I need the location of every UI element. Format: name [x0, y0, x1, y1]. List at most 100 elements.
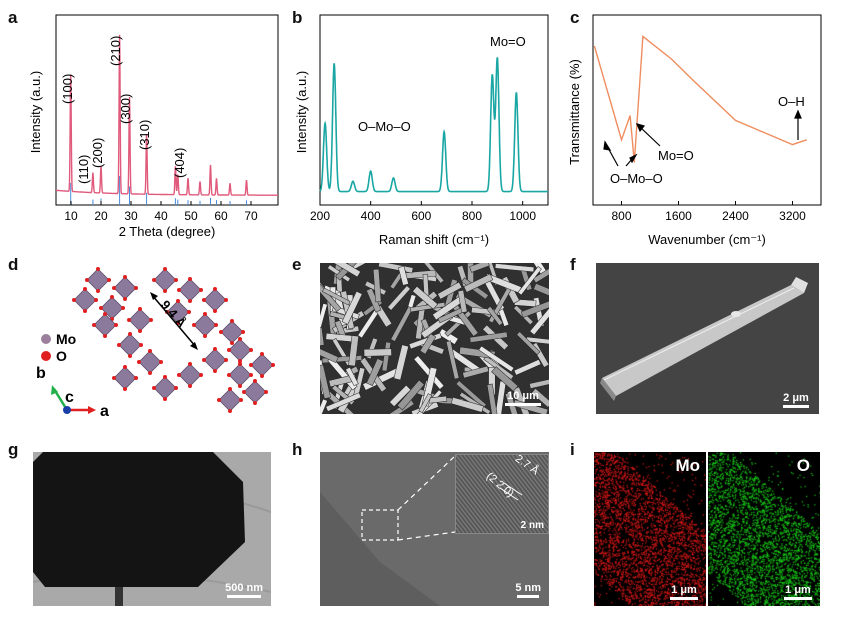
lattice-fringe — [535, 455, 548, 472]
x-tick-label: 2400 — [722, 209, 749, 223]
lattice-fringe — [456, 500, 481, 533]
rod — [378, 263, 414, 274]
scale-label-h: 5 nm — [515, 582, 541, 594]
rod — [320, 303, 328, 332]
rod — [366, 358, 384, 386]
annotation-mo-o: Mo=O — [658, 148, 694, 163]
hrtem-image: 2.7 Å (2 2 0) 2 nm 5 nm — [320, 452, 549, 606]
o-atom — [139, 343, 143, 347]
o-atom — [271, 363, 275, 367]
o-atom — [253, 379, 257, 383]
o-atom — [174, 386, 178, 390]
lattice-fringe — [483, 455, 545, 533]
o-atom — [177, 288, 181, 292]
annotation-o-mo-o: O–Mo–O — [358, 119, 411, 134]
o-atom — [134, 376, 138, 380]
o-atom — [94, 298, 98, 302]
lattice-fringe — [531, 455, 548, 478]
x-tick-label: 200 — [310, 209, 330, 223]
rod — [320, 398, 328, 414]
o-atom — [121, 306, 125, 310]
o-atom — [202, 298, 206, 302]
x-tick-label: 400 — [361, 209, 381, 223]
x-axis-label: Wavenumber (cm⁻¹) — [648, 232, 766, 247]
mo-octahedron — [228, 363, 252, 387]
lattice-fringe — [507, 455, 548, 509]
rod — [455, 380, 487, 409]
o-atom — [213, 287, 217, 291]
scale-bar-g: 500 nm — [225, 582, 263, 598]
legend-o: O — [56, 348, 67, 364]
o-atom — [114, 323, 118, 327]
lattice-fringe — [456, 516, 469, 533]
lattice-fringe — [503, 455, 548, 514]
rod — [462, 365, 490, 379]
rod — [517, 266, 542, 296]
o-atom — [163, 289, 167, 293]
x-tick-label: 800 — [611, 209, 631, 223]
raman-spectrum-line — [319, 57, 548, 193]
mo-octahedron — [118, 333, 142, 357]
o-atom — [112, 286, 116, 290]
o-atom — [148, 349, 152, 353]
o-atom — [249, 373, 253, 377]
o-atom — [199, 288, 203, 292]
lattice-fringe — [491, 455, 548, 530]
o-atom — [117, 343, 121, 347]
o-atom — [199, 373, 203, 377]
eds-map-mo: Mo 1 μm — [594, 452, 706, 606]
y-axis-label: Transmittance (%) — [567, 59, 582, 165]
lattice-fringe — [456, 510, 473, 533]
rod — [325, 392, 362, 412]
o-atom — [188, 299, 192, 303]
lattice-fringe — [487, 455, 548, 533]
rod — [396, 379, 425, 411]
o-atom — [96, 267, 100, 271]
scale-bar-i-mo: 1 μm — [670, 584, 698, 600]
scale-label-i1: 1 μm — [671, 584, 697, 596]
o-atom — [238, 359, 242, 363]
o-atom — [238, 384, 242, 388]
inset-scale-label: 2 nm — [520, 520, 544, 531]
peak-label-210: (210) — [108, 36, 123, 66]
panel-label-h: h — [292, 440, 303, 459]
lattice-fringe — [519, 455, 548, 493]
o-atom — [103, 334, 107, 338]
mo-octahedron — [153, 376, 177, 400]
lattice-fringe — [499, 455, 548, 519]
o-atom — [213, 347, 217, 351]
lattice-fringe — [511, 455, 548, 504]
o-atom — [202, 358, 206, 362]
reference-lines — [70, 175, 247, 205]
x-tick-label: 3200 — [779, 209, 806, 223]
xrd-pattern-line — [56, 34, 278, 196]
rod — [486, 383, 499, 414]
peak-label-310: (310) — [137, 120, 152, 150]
mo-octahedron — [218, 388, 242, 412]
peak-label-110: (110) — [76, 155, 91, 184]
o-atom — [203, 312, 207, 316]
rod — [531, 388, 549, 408]
o-atom — [159, 360, 163, 364]
crystal-structure: 9.4 Å Mo O b c a — [36, 267, 275, 420]
o-atom — [249, 363, 253, 367]
lattice-fringe — [475, 455, 537, 533]
rod — [320, 346, 339, 364]
x-tick-label: 600 — [411, 209, 431, 223]
o-atom — [188, 277, 192, 281]
x-ticks: 10 20 30 40 50 60 70 — [64, 201, 258, 223]
lattice-fringe — [456, 474, 501, 533]
mo-octahedron — [86, 268, 110, 292]
axis-b: b — [36, 365, 46, 382]
o-atom — [224, 298, 228, 302]
x-tick-label: 40 — [154, 209, 168, 223]
o-atom — [238, 362, 242, 366]
x-tick-label: 20 — [94, 209, 108, 223]
rod — [390, 306, 413, 342]
o-atom — [253, 401, 257, 405]
o-atom — [249, 348, 253, 352]
mo-octahedron — [113, 276, 137, 300]
hrtem-inset: 2.7 Å (2 2 0) 2 nm — [455, 454, 549, 534]
rod — [469, 263, 490, 273]
o-atom — [230, 341, 234, 345]
